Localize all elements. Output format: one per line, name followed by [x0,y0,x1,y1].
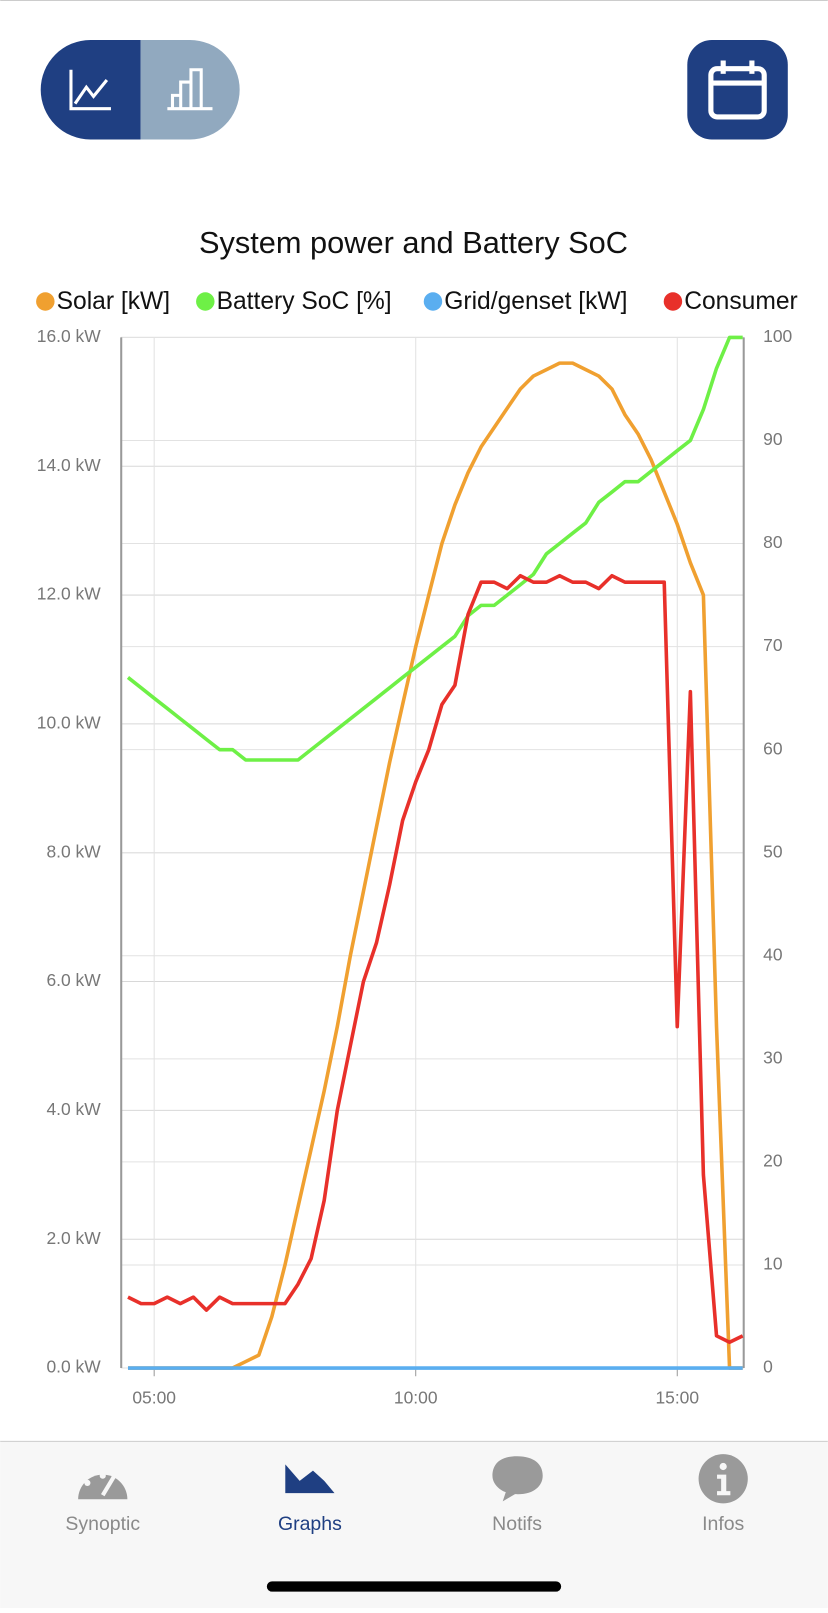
calendar-button[interactable] [687,39,788,140]
y-tick-label: 8.0 kW [46,841,101,861]
legend-swatch [36,292,55,311]
calendar-icon [708,60,767,120]
y-tick-label: 0.0 kW [46,1357,101,1377]
tab-label[interactable]: Synoptic [65,1513,140,1535]
line-icon [69,69,111,111]
tab-bar [0,1440,828,1608]
tab-label[interactable]: Infos [702,1513,744,1535]
series-line [127,573,744,1345]
y-tick-label: 10.0 kW [37,712,101,732]
legend-label: Grid/genset [kW] [444,288,627,315]
chart-title: System power and Battery SoC [199,225,628,260]
y2-tick-label: 80 [763,532,783,552]
y2-tick-label: 20 [763,1151,783,1171]
x-tick-label: 10:00 [394,1387,438,1407]
legend-swatch [663,292,683,311]
infos-icon-stem [717,1474,731,1496]
series-line [126,335,743,762]
legend-swatch [423,292,443,311]
plot [126,335,744,1370]
synoptic-icon [78,1472,128,1500]
infos-icon-dot [719,1462,727,1471]
graphs-icon [285,1464,335,1496]
legend-label: Battery SoC [%] [217,288,392,315]
notifs-icon [492,1456,543,1502]
home-indicator [266,1581,562,1592]
bar-icon [167,68,213,111]
y2-tick-label: 50 [763,841,783,861]
line-view-button[interactable] [40,39,141,140]
y2-tick-label: 40 [763,944,783,964]
y2-tick-label: 60 [763,738,783,758]
legend-label: Solar [kW] [57,288,171,315]
grid: 0.0 kW 2.0 kW 4.0 kW 6.0 kW 8.0 kW 10.0 kW 12.… [37,326,793,1407]
tab-label[interactable]: Graphs [278,1513,342,1535]
y-tick-label: 12.0 kW [37,584,101,604]
y2-tick-label: 100 [763,326,792,346]
tab-label[interactable]: Notifs [492,1513,542,1535]
view-toggle [40,39,240,140]
y-tick-label: 4.0 kW [46,1099,101,1119]
series-line [127,361,743,1370]
x-tick-label: 05:00 [132,1387,176,1407]
y2-tick-label: 30 [763,1047,783,1067]
y-tick-label: 16.0 kW [37,326,101,346]
y-tick-label: 6.0 kW [46,970,101,990]
y2-tick-label: 90 [763,429,783,449]
legend: Solar [kW] Battery SoC [%] Grid/genset [kW… [36,288,798,315]
x-tick-label: 15:00 [655,1387,699,1407]
y2-tick-label: 10 [763,1254,783,1274]
y2-tick-label: 0 [763,1357,773,1377]
y-tick-label: 2.0 kW [46,1228,101,1248]
legend-swatch [196,292,215,311]
y-tick-label: 14.0 kW [37,455,101,475]
y2-tick-label: 70 [763,635,783,655]
legend-label: Consumer [684,288,798,315]
